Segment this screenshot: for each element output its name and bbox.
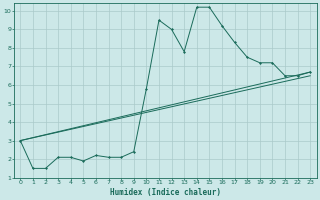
- X-axis label: Humidex (Indice chaleur): Humidex (Indice chaleur): [110, 188, 221, 197]
